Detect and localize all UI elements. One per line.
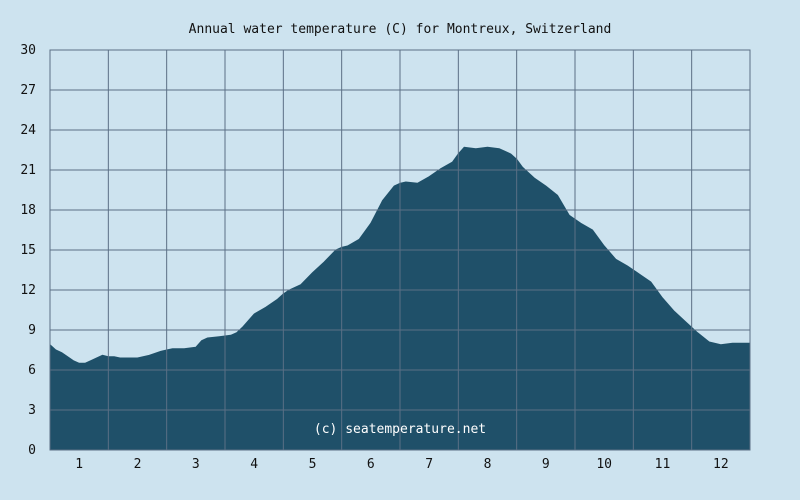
y-tick-label-15: 15 — [20, 243, 36, 258]
grid-layer — [50, 50, 750, 450]
x-axis-ticks: 1 2 3 4 5 6 7 8 9 10 11 12 — [75, 457, 728, 472]
y-tick-label-6: 6 — [28, 363, 36, 378]
x-tick-label-2: 2 — [134, 457, 142, 472]
y-tick-label-18: 18 — [20, 203, 36, 218]
y-axis-ticks: 0 3 6 9 12 15 18 21 24 27 30 — [20, 43, 36, 458]
x-tick-label-4: 4 — [250, 457, 258, 472]
y-tick-label-9: 9 — [28, 323, 36, 338]
plot-frame — [49, 49, 751, 451]
x-tick-label-3: 3 — [192, 457, 200, 472]
x-tick-label-6: 6 — [367, 457, 375, 472]
y-tick-label-0: 0 — [28, 443, 36, 458]
x-tick-label-1: 1 — [75, 457, 83, 472]
x-tick-label-11: 11 — [655, 457, 671, 472]
y-tick-label-24: 24 — [20, 123, 36, 138]
chart-title: Annual water temperature (C) for Montreu… — [189, 22, 612, 37]
x-tick-label-8: 8 — [484, 457, 492, 472]
x-tick-label-12: 12 — [713, 457, 729, 472]
y-tick-label-30: 30 — [20, 43, 36, 58]
y-tick-label-3: 3 — [28, 403, 36, 418]
x-tick-label-7: 7 — [425, 457, 433, 472]
watermark-credit: (c) seatemperature.net — [314, 422, 486, 437]
y-tick-label-12: 12 — [20, 283, 36, 298]
y-tick-label-21: 21 — [20, 163, 36, 178]
x-tick-label-9: 9 — [542, 457, 550, 472]
x-tick-label-5: 5 — [309, 457, 317, 472]
x-tick-label-10: 10 — [596, 457, 612, 472]
y-tick-label-27: 27 — [20, 83, 36, 98]
